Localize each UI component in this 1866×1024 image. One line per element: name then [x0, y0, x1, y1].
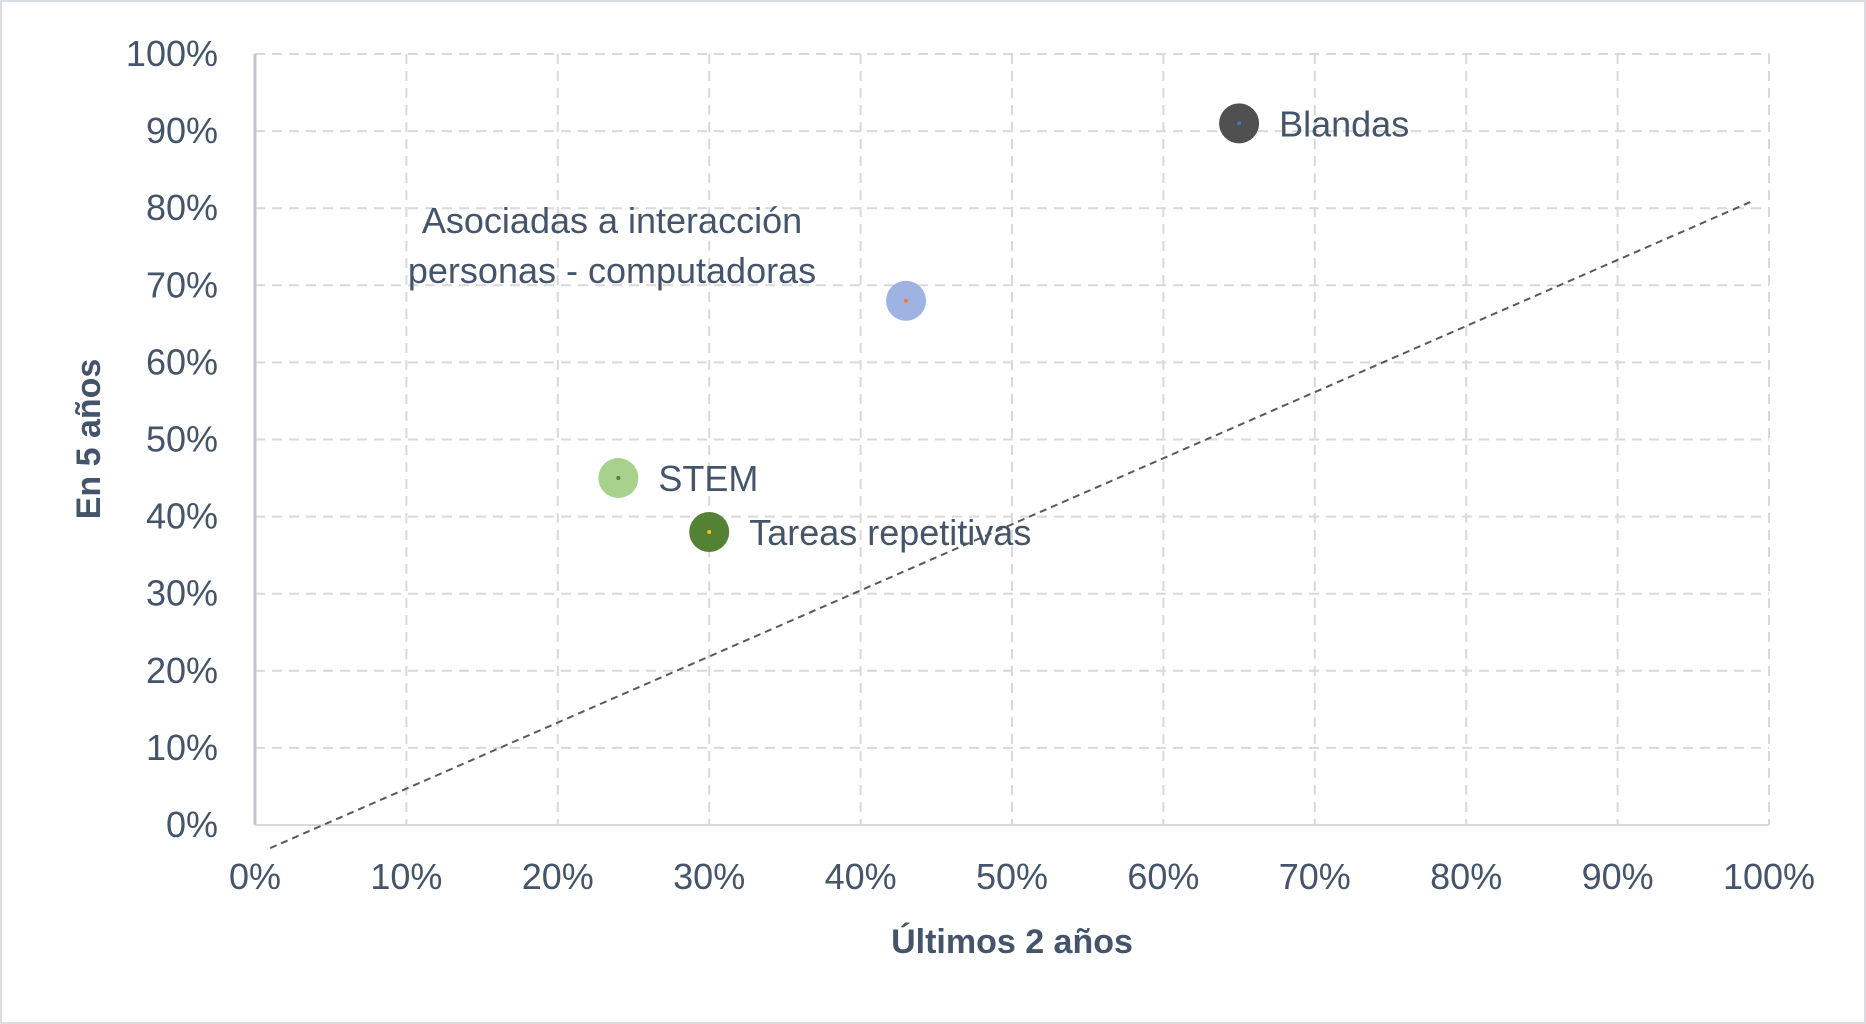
gridlines — [255, 53, 1770, 825]
x-tick-label: 0% — [229, 856, 281, 897]
y-tick-label: 0% — [166, 804, 218, 845]
y-tick-label: 50% — [146, 419, 218, 460]
x-tick-label: 80% — [1430, 856, 1502, 897]
x-tick-label: 30% — [673, 856, 745, 897]
point-label: Blandas — [1279, 103, 1409, 144]
y-tick-label: 30% — [146, 573, 218, 614]
point-label-line: personas - computadoras — [408, 250, 816, 291]
point-label-line: Asociadas a interacción — [422, 200, 802, 241]
x-tick-label: 50% — [976, 856, 1048, 897]
trendline-layer — [269, 199, 1755, 850]
point-label: Asociadas a interacción personas - comput… — [408, 200, 816, 291]
y-tick-label: 100% — [126, 33, 218, 74]
y-tick-label: 60% — [146, 341, 218, 382]
x-tick-label: 20% — [522, 856, 594, 897]
y-tick-label: 70% — [146, 264, 218, 305]
x-tick-label: 100% — [1723, 856, 1815, 897]
data-point-center — [904, 298, 909, 303]
data-point-center — [1237, 121, 1242, 126]
x-tick-label: 40% — [825, 856, 897, 897]
y-axis-title: En 5 años — [70, 359, 108, 520]
y-tick-label: 20% — [146, 650, 218, 691]
x-tick-label: 10% — [370, 856, 442, 897]
x-tick-label: 60% — [1127, 856, 1199, 897]
y-tick-label: 80% — [146, 187, 218, 228]
y-tick-label: 40% — [146, 496, 218, 537]
y-tick-label: 10% — [146, 727, 218, 768]
point-label: STEM — [658, 458, 758, 499]
axes — [253, 54, 1769, 826]
y-tick-label: 90% — [146, 110, 218, 151]
point-label: Tareas repetitivas — [749, 512, 1031, 553]
x-tick-label: 90% — [1582, 856, 1654, 897]
data-points: Blandas Asociadas a interacción personas -… — [408, 103, 1409, 553]
data-point-center — [707, 530, 712, 535]
trendline — [269, 199, 1755, 850]
data-point-center — [616, 476, 621, 481]
x-axis-title: Últimos 2 años — [891, 923, 1133, 961]
tick-labels: 0% 10% 20% 30% 40% 50% 60% 70% 80% 90% 100% 0% 10% 20… — [126, 33, 1815, 897]
x-tick-label: 70% — [1279, 856, 1351, 897]
